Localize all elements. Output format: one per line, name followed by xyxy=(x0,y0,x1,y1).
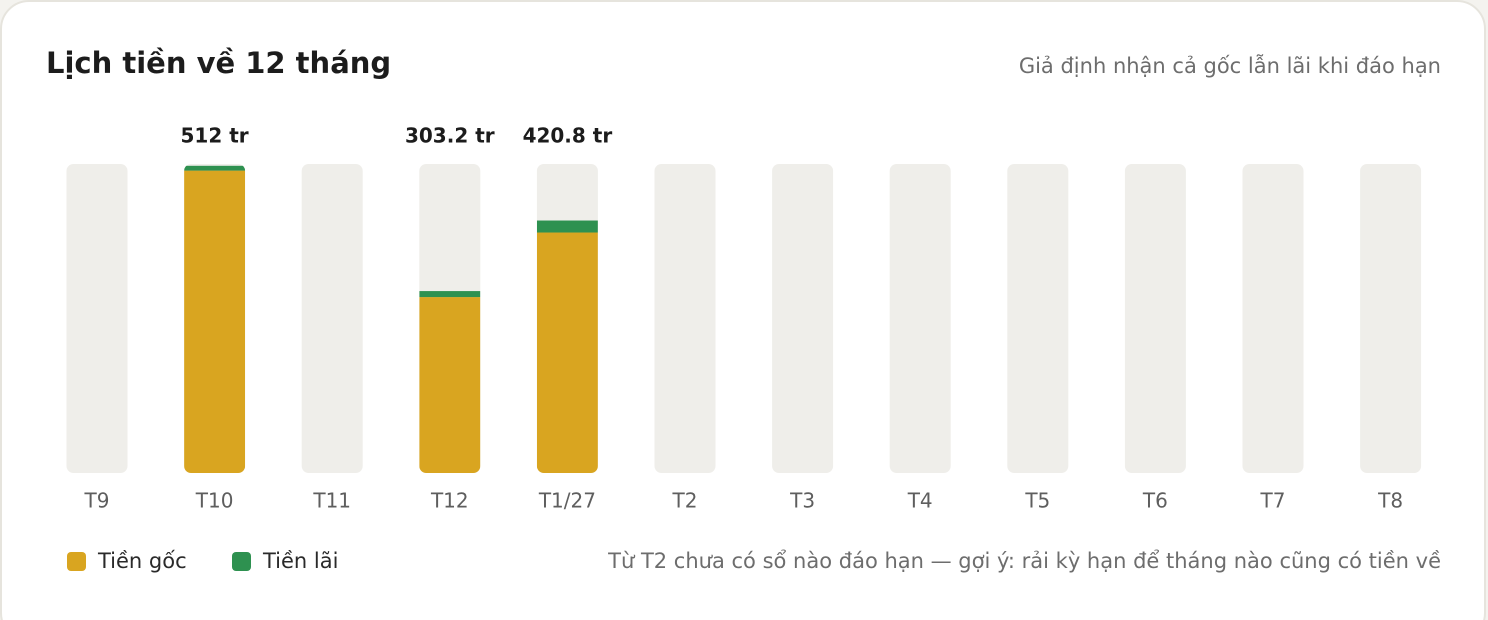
chart-title: Lịch tiền về 12 tháng xyxy=(46,46,391,80)
legend-swatch xyxy=(67,552,86,571)
bar-track xyxy=(889,164,951,473)
x-tick-label: T9 xyxy=(84,489,110,513)
bar-track xyxy=(66,164,128,473)
x-tick-label: T2 xyxy=(672,489,698,513)
bar-track xyxy=(301,164,363,473)
bar-track xyxy=(1360,164,1422,473)
value-label: 512 tr xyxy=(181,124,249,148)
x-tick-label: T8 xyxy=(1377,489,1403,513)
legend-label: Tiền gốc xyxy=(97,549,187,573)
bar-segment xyxy=(184,170,246,473)
bar-segment xyxy=(536,220,598,233)
bar-track xyxy=(1242,164,1304,473)
x-tick-label: T11 xyxy=(312,489,351,513)
x-tick-label: T6 xyxy=(1142,489,1168,513)
bar-segment xyxy=(419,297,481,473)
value-label: 420.8 tr xyxy=(523,124,613,148)
bar-track xyxy=(772,164,834,473)
legend-swatch xyxy=(232,552,251,571)
bar-segment xyxy=(184,165,246,171)
chart-subtitle: Giả định nhận cả gốc lẫn lãi khi đáo hạn xyxy=(1019,53,1441,78)
x-tick-label: T4 xyxy=(907,489,933,513)
bar-segment xyxy=(419,291,481,298)
value-label: 303.2 tr xyxy=(405,124,495,148)
chart-note: Từ T2 chưa có sổ nào đáo hạn — gợi ý: rả… xyxy=(607,549,1441,573)
bar-segment xyxy=(536,232,598,473)
legend-label: Tiền lãi xyxy=(262,549,338,573)
x-tick-label: T10 xyxy=(195,489,234,513)
x-tick-label: T1/27 xyxy=(538,489,596,513)
x-tick-label: T7 xyxy=(1260,489,1286,513)
bar-track xyxy=(1124,164,1186,473)
x-tick-label: T5 xyxy=(1024,489,1050,513)
bar-track xyxy=(654,164,716,473)
bar-track xyxy=(1007,164,1069,473)
x-tick-label: T3 xyxy=(789,489,815,513)
x-tick-label: T12 xyxy=(430,489,469,513)
